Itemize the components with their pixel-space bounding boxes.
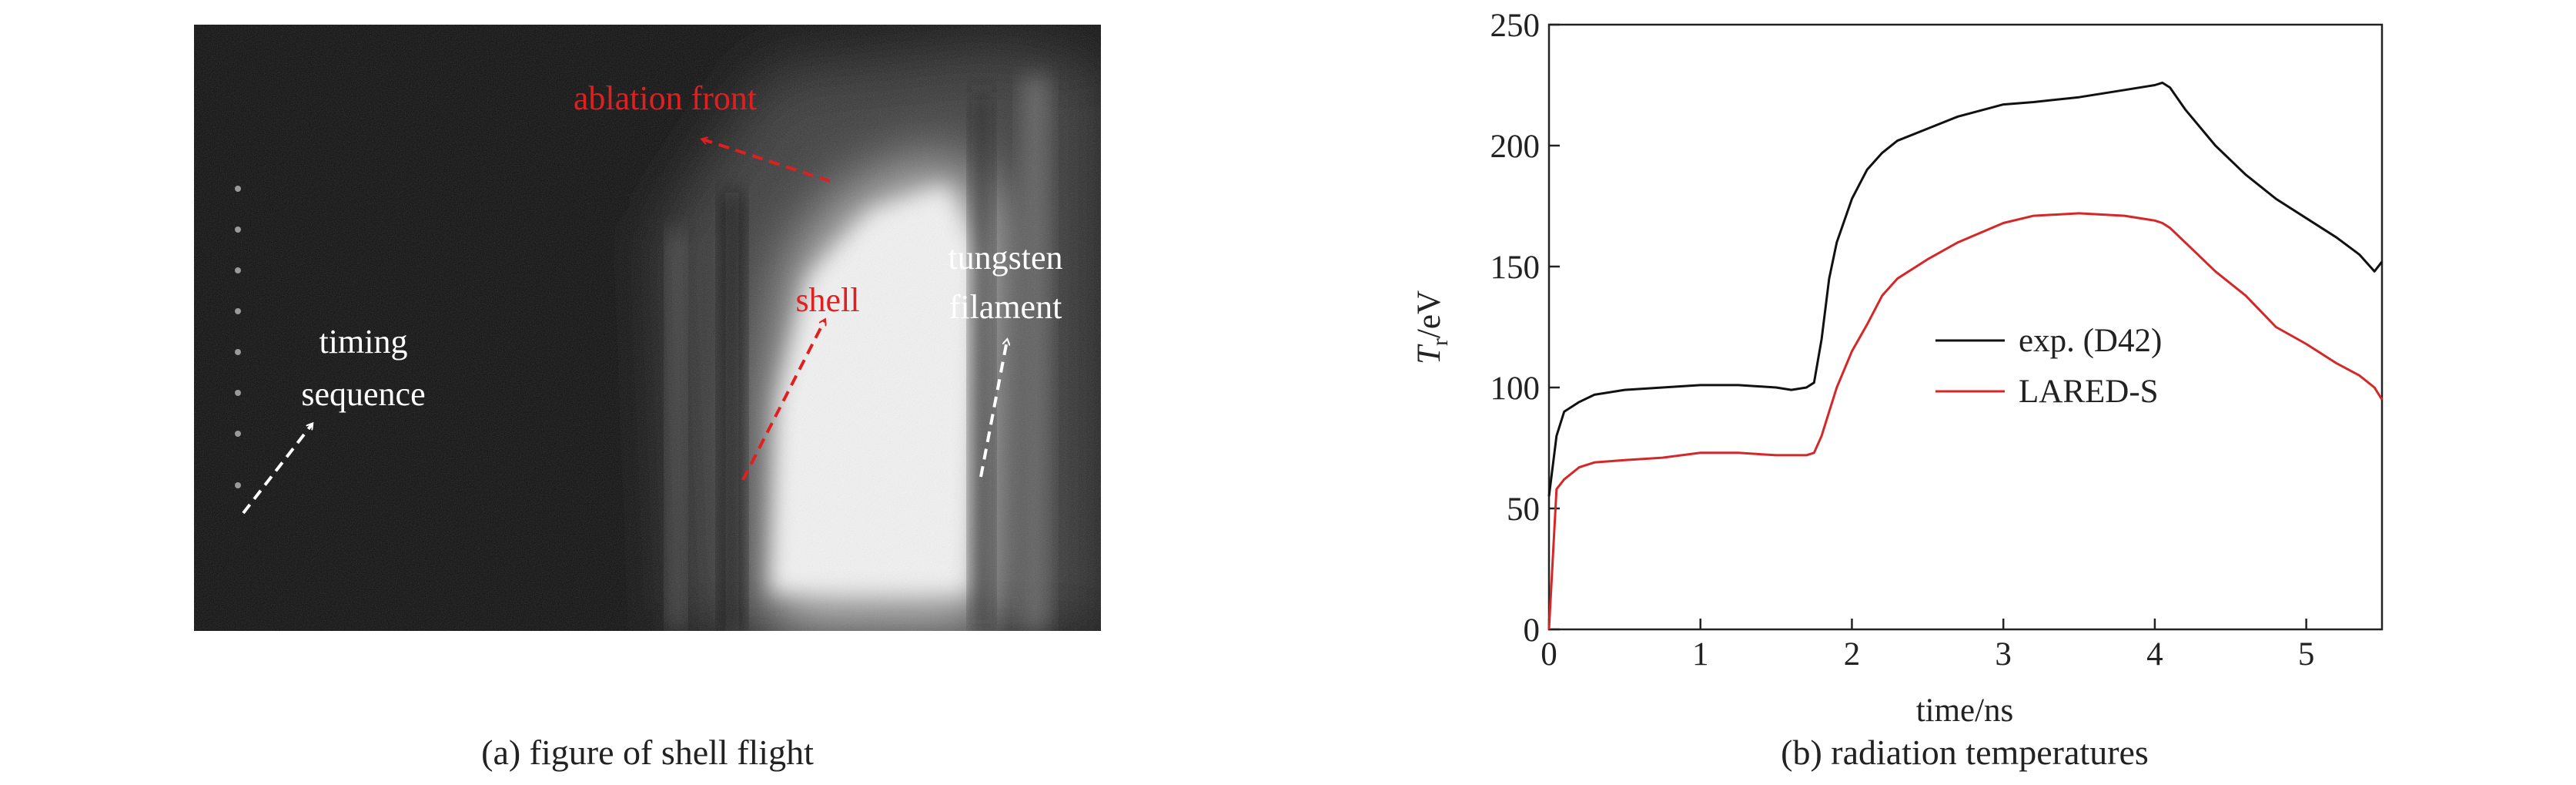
y-tick-label: 0 xyxy=(1524,612,1541,649)
annotation: filament xyxy=(949,288,1062,326)
annotation: shell xyxy=(795,281,859,319)
caption: (a) figure of shell flight xyxy=(481,733,814,772)
arrow xyxy=(741,320,825,481)
annotation: tungsten xyxy=(948,239,1062,277)
caption: (b) radiation temperatures xyxy=(1781,733,2149,772)
arrow xyxy=(242,424,312,515)
y-tick-label: 150 xyxy=(1490,250,1541,286)
y-axis-label-symbol: T xyxy=(1411,344,1447,364)
annotation: timing xyxy=(319,323,408,361)
legend-label: exp. (D42) xyxy=(2019,323,2162,359)
arrow xyxy=(703,139,831,183)
y-axis-label: Tr/eV xyxy=(1411,290,1453,364)
data-line xyxy=(1547,81,2384,497)
annotation: ablation front xyxy=(574,79,757,117)
x-axis-label: time/ns xyxy=(1916,693,2014,729)
x-tick-label: 2 xyxy=(1844,636,1861,673)
y-tick-label: 200 xyxy=(1490,129,1541,165)
annotation: sequence xyxy=(301,375,425,413)
x-tick-label: 5 xyxy=(2298,636,2315,673)
y-tick-label: 250 xyxy=(1490,8,1541,44)
legend-label: LARED-S xyxy=(2019,374,2159,410)
plot-frame xyxy=(1547,23,2384,631)
data-line xyxy=(1547,212,2384,630)
arrow xyxy=(979,341,1007,478)
plot-area: 0 50 100 150 200 250 0 1 2 3 4 5 exp. (D42) LARED-S xyxy=(1490,8,2384,673)
shell-flight-image: ablation front shell tungsten filament t… xyxy=(194,25,1101,631)
x-tick-label: 4 xyxy=(2146,636,2163,673)
y-axis-label-unit: /eV xyxy=(1411,290,1447,338)
y-tick-label: 100 xyxy=(1490,371,1541,407)
x-tick-label: 0 xyxy=(1541,636,1557,673)
x-tick-label: 3 xyxy=(1995,636,2012,673)
x-tick-label: 1 xyxy=(1692,636,1709,673)
y-axis-label-subscript: r xyxy=(1427,338,1453,346)
y-tick-label: 50 xyxy=(1507,491,1540,528)
